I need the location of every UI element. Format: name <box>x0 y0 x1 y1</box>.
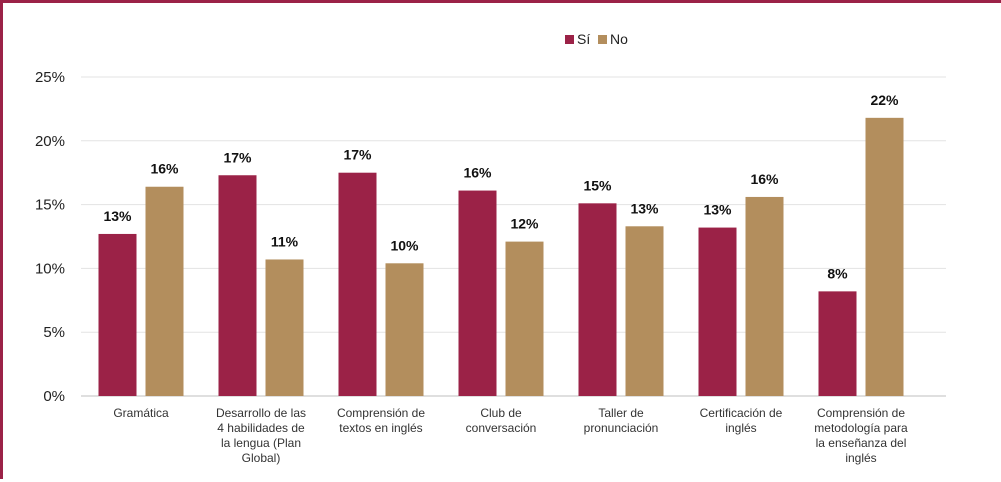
x-category-label: Desarrollo de las <box>216 406 306 420</box>
x-category-label: textos en inglés <box>339 421 422 435</box>
bar-si <box>578 203 617 396</box>
bar-no <box>505 241 544 396</box>
y-tick-label: 10% <box>35 260 65 277</box>
bar-chart: 0% 5% 10% 15% 20% 25% 13% 17% 17% 16% 15% 13% 8% 16% 1… <box>35 31 946 465</box>
x-category-label: Certificación de <box>700 406 783 420</box>
bar-si <box>458 190 497 396</box>
bar-si <box>818 291 857 396</box>
bar-no <box>625 226 664 396</box>
bar-no <box>145 186 184 396</box>
data-label: 13% <box>703 202 732 218</box>
data-label: 15% <box>583 177 612 193</box>
bar-si <box>338 172 377 396</box>
data-label: 13% <box>630 200 659 216</box>
x-category-label: Taller de <box>598 406 644 420</box>
legend-label: No <box>610 31 628 47</box>
x-category-label: la enseñanza del <box>816 436 907 450</box>
data-label: 16% <box>750 171 779 187</box>
bar-no <box>745 196 784 396</box>
data-label: 17% <box>223 149 252 165</box>
bar-si <box>698 227 737 396</box>
legend-swatch <box>565 35 574 44</box>
x-category-label: Comprensión de <box>817 406 905 420</box>
x-category-label: Global) <box>242 451 281 465</box>
data-label: 12% <box>510 216 539 232</box>
data-label: 16% <box>150 161 179 177</box>
data-label: 8% <box>827 265 848 281</box>
data-label: 11% <box>271 233 299 249</box>
x-category-label: pronunciación <box>584 421 659 435</box>
bar-si <box>98 233 137 396</box>
x-category-label: Comprensión de <box>337 406 425 420</box>
bar-no <box>385 263 424 396</box>
bar-si <box>218 175 257 396</box>
y-tick-label: 25% <box>35 69 65 86</box>
x-category-label: conversación <box>466 421 537 435</box>
y-tick-label: 0% <box>43 388 65 405</box>
x-category-label: Gramática <box>113 406 169 420</box>
data-label: 13% <box>103 208 132 224</box>
y-tick-label: 20% <box>35 133 65 150</box>
x-category-label: inglés <box>725 421 756 435</box>
bar-no <box>265 259 304 396</box>
x-category-label: 4 habilidades de <box>217 421 305 435</box>
bar-no <box>865 117 904 396</box>
y-tick-label: 5% <box>43 324 65 341</box>
x-category-label: metodología para <box>814 421 908 435</box>
data-label: 17% <box>343 147 372 163</box>
data-label: 16% <box>463 165 492 181</box>
legend-label: Sí <box>577 31 590 47</box>
data-label: 22% <box>870 92 899 108</box>
data-label: 10% <box>390 237 419 253</box>
y-tick-label: 15% <box>35 197 65 214</box>
x-category-label: inglés <box>845 451 876 465</box>
x-category-label: Club de <box>480 406 522 420</box>
legend-swatch <box>598 35 607 44</box>
x-category-label: la lengua (Plan <box>221 436 301 450</box>
